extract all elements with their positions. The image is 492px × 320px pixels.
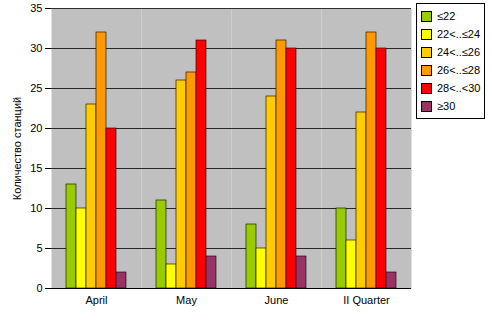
- svg-text:20: 20: [30, 122, 42, 134]
- svg-text:5: 5: [36, 242, 42, 254]
- html-text:≥30: ≥30: [437, 100, 456, 112]
- html-text:24<..≤26: 24<..≤26: [437, 46, 480, 58]
- svg-text:Количество станций: Количество станций: [11, 97, 23, 200]
- svg-text:10: 10: [30, 202, 42, 214]
- svg-text:April: April: [85, 294, 107, 306]
- svg-text:June: June: [265, 294, 289, 306]
- svg-text:May: May: [176, 294, 197, 306]
- html-text:22<..≤24: 22<..≤24: [437, 28, 480, 40]
- svg-text:25: 25: [30, 82, 42, 94]
- svg-text:15: 15: [30, 162, 42, 174]
- svg-text:30: 30: [30, 42, 42, 54]
- svg-text:0: 0: [36, 282, 42, 294]
- svg-text:II Quarter: II Quarter: [343, 294, 390, 306]
- html-text:26<..≤28: 26<..≤28: [437, 64, 480, 76]
- html-text:28<..<30: 28<..<30: [437, 82, 481, 94]
- svg-text:35: 35: [30, 2, 42, 14]
- html-text:≤22: ≤22: [437, 10, 456, 22]
